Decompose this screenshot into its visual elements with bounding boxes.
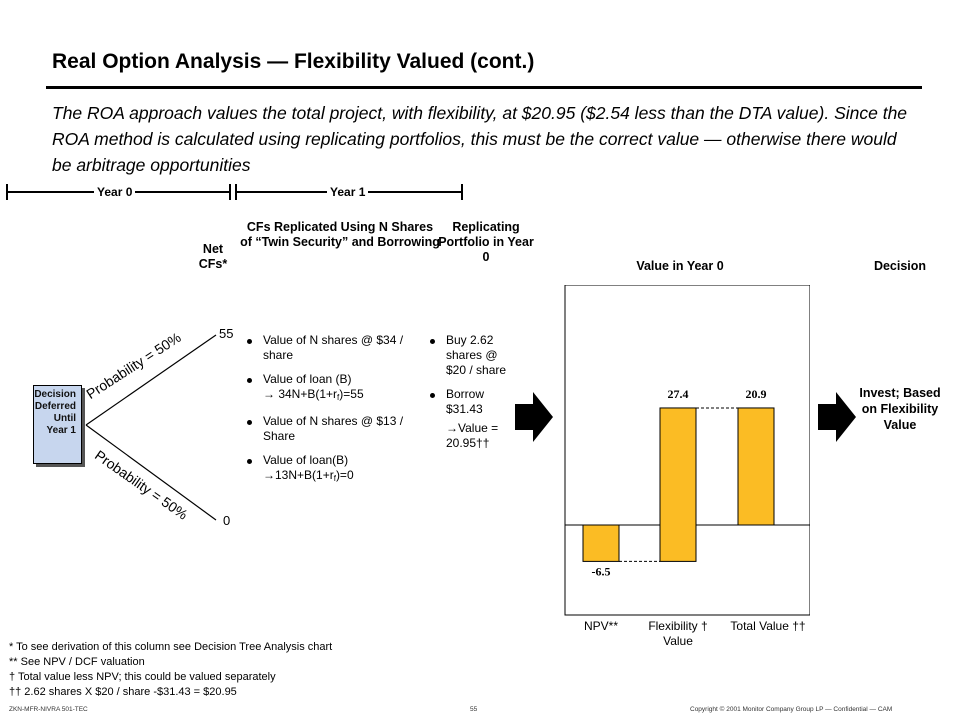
- decision-text: Invest; Based on Flexibility Value: [859, 386, 941, 432]
- data-label-1: 27.4: [668, 387, 689, 401]
- page-title: Real Option Analysis — Flexibility Value…: [52, 50, 535, 73]
- list-item: Borrow $31.43: [430, 387, 520, 417]
- chart-frame: [564, 285, 810, 616]
- right-arrow-icon: [818, 392, 856, 442]
- decision-tree-lines: [85, 334, 217, 521]
- data-label-0: -6.5: [592, 564, 611, 578]
- right-arrow-icon: [515, 392, 553, 442]
- bar-2: [737, 407, 775, 526]
- loan-b2-line: Value of loan(B) →13N+B(1+rf)=0: [263, 453, 354, 483]
- list-item: →Value = 20.95††: [446, 421, 499, 450]
- loan-b-line: Value of loan (B) → 34N+B(1+rf)=55: [263, 372, 364, 402]
- list-item: Value of loan (B) → 34N+B(1+rf)=55: [247, 372, 422, 405]
- intro-text: The ROA approach values the total projec…: [52, 103, 908, 175]
- list-item: Value of N shares @ $13 / Share: [247, 414, 422, 444]
- cf-down-value: 0: [223, 513, 231, 528]
- timeline-year1-label: Year 1: [327, 185, 369, 199]
- list-item: Value of N shares @ $34 / share: [247, 333, 422, 363]
- list-item: Value of loan(B) →13N+B(1+rf)=0: [247, 453, 422, 486]
- list-item: Buy 2.62 shares @ $20 / share: [430, 333, 520, 378]
- portfolio-list: Buy 2.62 shares @ $20 / share Borrow $31…: [430, 333, 520, 460]
- header-net-cfs: Net CFs*: [198, 242, 228, 271]
- footer-page-number: 55: [470, 706, 478, 713]
- header-cfs-replicated: CFs Replicated Using N Shares of “Twin S…: [240, 220, 440, 249]
- category-label-1-0: Flexibility †: [648, 619, 707, 633]
- bar-1: [659, 407, 697, 562]
- footnote-2: ** See NPV / DCF valuation: [9, 656, 145, 668]
- header-value-year0: Value in Year 0: [636, 259, 724, 273]
- category-label-0-0: NPV**: [584, 619, 618, 633]
- title-rule: [46, 86, 922, 89]
- footnote-3: † Total value less NPV; this could be va…: [9, 671, 276, 683]
- footer-doc-id: ZKN-MFR-NIVRA 501-TEC: [9, 706, 88, 713]
- header-decision: Decision: [873, 259, 927, 273]
- data-label-2: 20.9: [746, 387, 767, 401]
- header-replicating-portfolio: Replicating Portfolio in Year 0: [438, 220, 534, 264]
- footnote-1: * To see derivation of this column see D…: [9, 641, 333, 653]
- cf-up-value: 55: [219, 326, 234, 341]
- cf-replication-list: Value of N shares @ $34 / share Value of…: [247, 333, 422, 495]
- footnote-4: †† 2.62 shares X $20 / share -$31.43 = $…: [9, 686, 237, 698]
- value-chart: -6.5 27.4 20.9 NPV** Flexibility †Value Total…: [564, 285, 810, 648]
- category-label-2-0: Total Value ††: [730, 619, 805, 633]
- bar-0: [582, 524, 620, 562]
- timeline-year0-label: Year 0: [94, 185, 136, 199]
- decision-node: Decision Deferred Until Year 1: [33, 385, 82, 464]
- footer-copyright: Copyright © 2001 Monitor Company Group L…: [690, 706, 893, 713]
- category-label-1-1: Value: [663, 634, 693, 648]
